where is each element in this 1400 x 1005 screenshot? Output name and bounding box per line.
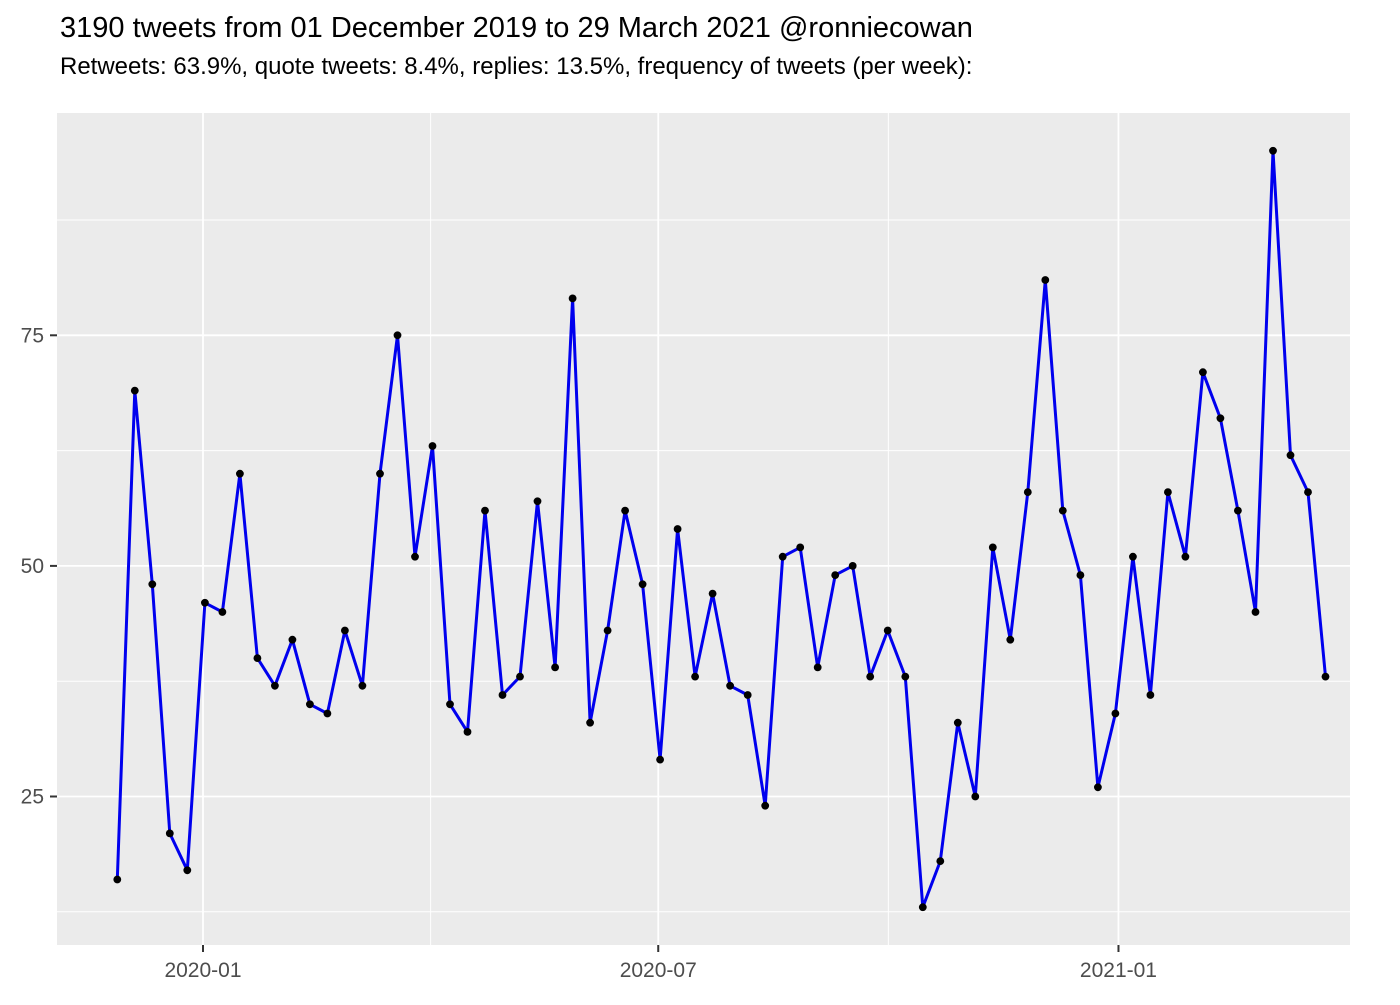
data-point <box>201 598 209 607</box>
data-point <box>708 589 717 598</box>
data-point <box>1269 146 1277 155</box>
data-point <box>358 681 367 690</box>
data-point <box>761 801 770 810</box>
chart-title: 3190 tweets from 01 December 2019 to 29 … <box>60 12 973 44</box>
data-point <box>743 691 752 699</box>
data-point <box>901 672 910 681</box>
x-axis-tick-label: 2020-01 <box>164 959 241 982</box>
data-point <box>918 903 927 912</box>
data-point <box>148 580 157 589</box>
y-axis-tick-label: 75 <box>21 324 44 347</box>
data-point <box>1129 552 1137 561</box>
data-point <box>481 506 489 515</box>
data-point <box>778 552 787 561</box>
data-point <box>428 442 437 450</box>
data-point <box>341 626 349 635</box>
data-point <box>183 866 192 875</box>
data-point <box>1304 488 1312 496</box>
chart-header: 3190 tweets from 01 December 2019 to 29 … <box>60 10 1380 81</box>
data-point <box>1111 709 1120 718</box>
data-point <box>1023 488 1032 496</box>
data-point <box>883 626 892 635</box>
data-point <box>271 681 279 690</box>
data-point <box>603 626 612 635</box>
data-point <box>866 672 875 681</box>
data-point <box>953 718 962 727</box>
data-point <box>1199 368 1207 377</box>
data-point <box>130 386 139 395</box>
data-point <box>1234 506 1242 515</box>
data-point <box>586 718 594 727</box>
chart-subtitle: Retweets: 63.9%, quote tweets: 8.4%, rep… <box>60 53 973 81</box>
data-point <box>1076 571 1085 579</box>
data-point <box>1286 451 1295 460</box>
data-point <box>1146 691 1155 699</box>
data-point <box>533 497 542 506</box>
data-point <box>691 672 699 681</box>
data-point <box>236 469 244 478</box>
x-axis-tick-label: 2020-07 <box>620 959 697 982</box>
data-point <box>1006 635 1015 644</box>
data-point <box>306 700 314 709</box>
data-point <box>831 571 840 579</box>
data-point <box>253 654 262 662</box>
data-point <box>1321 672 1330 681</box>
data-point <box>568 294 577 303</box>
data-point <box>218 608 227 616</box>
data-point <box>1041 276 1050 284</box>
data-point <box>1181 552 1190 561</box>
data-point <box>323 709 332 718</box>
data-point <box>376 469 384 478</box>
data-point <box>165 829 174 838</box>
data-point <box>936 857 945 865</box>
data-point <box>726 681 734 690</box>
data-point <box>656 755 664 764</box>
data-point <box>411 552 419 561</box>
data-point <box>1216 414 1225 423</box>
data-point <box>988 543 997 552</box>
data-point <box>446 700 454 709</box>
data-point <box>113 875 122 884</box>
data-point <box>1094 783 1102 792</box>
data-point <box>1251 608 1260 616</box>
data-point <box>1058 506 1067 515</box>
series-line <box>115 149 1327 909</box>
data-point <box>796 543 805 552</box>
y-axis-tick-label: 50 <box>21 555 44 578</box>
data-point <box>288 635 297 644</box>
x-axis-tick-label: 2021-01 <box>1080 959 1157 982</box>
data-point <box>621 506 629 515</box>
data-point <box>638 580 647 589</box>
data-point <box>551 663 559 672</box>
data-point <box>848 562 857 570</box>
data-point <box>1164 488 1172 496</box>
y-axis-tick-label: 25 <box>21 785 44 808</box>
data-point <box>673 525 682 533</box>
data-point <box>463 728 472 736</box>
data-point <box>393 331 402 340</box>
data-point <box>813 663 822 672</box>
panel-background <box>57 113 1350 945</box>
data-point <box>516 672 524 681</box>
data-point <box>498 691 507 699</box>
data-point <box>971 792 980 801</box>
